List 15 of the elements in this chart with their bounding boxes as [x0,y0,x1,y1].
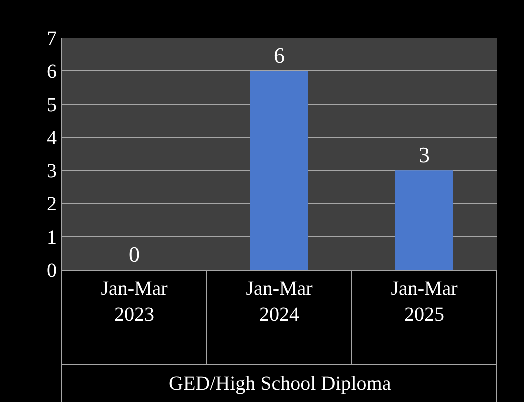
x-axis-title: GED/High School Diploma [169,373,392,395]
y-tick-label: 4 [47,127,57,150]
y-tick-label: 5 [47,94,57,116]
data-label: 0 [129,242,140,267]
x-tick-label: Jan-Mar 2023 [101,278,168,326]
y-tick-label: 7 [47,28,57,50]
data-label: 3 [419,142,430,168]
y-tick-label: 3 [47,160,57,183]
y-tick-label: 1 [47,226,57,249]
data-label: 6 [274,43,285,68]
y-tick-label: 0 [47,260,57,282]
y-tick-label: 6 [47,61,57,84]
y-tick-label: 2 [47,194,57,216]
x-tick-label: Jan-Mar 2025 [391,278,458,326]
x-tick-label: Jan-Mar 2024 [246,278,314,326]
